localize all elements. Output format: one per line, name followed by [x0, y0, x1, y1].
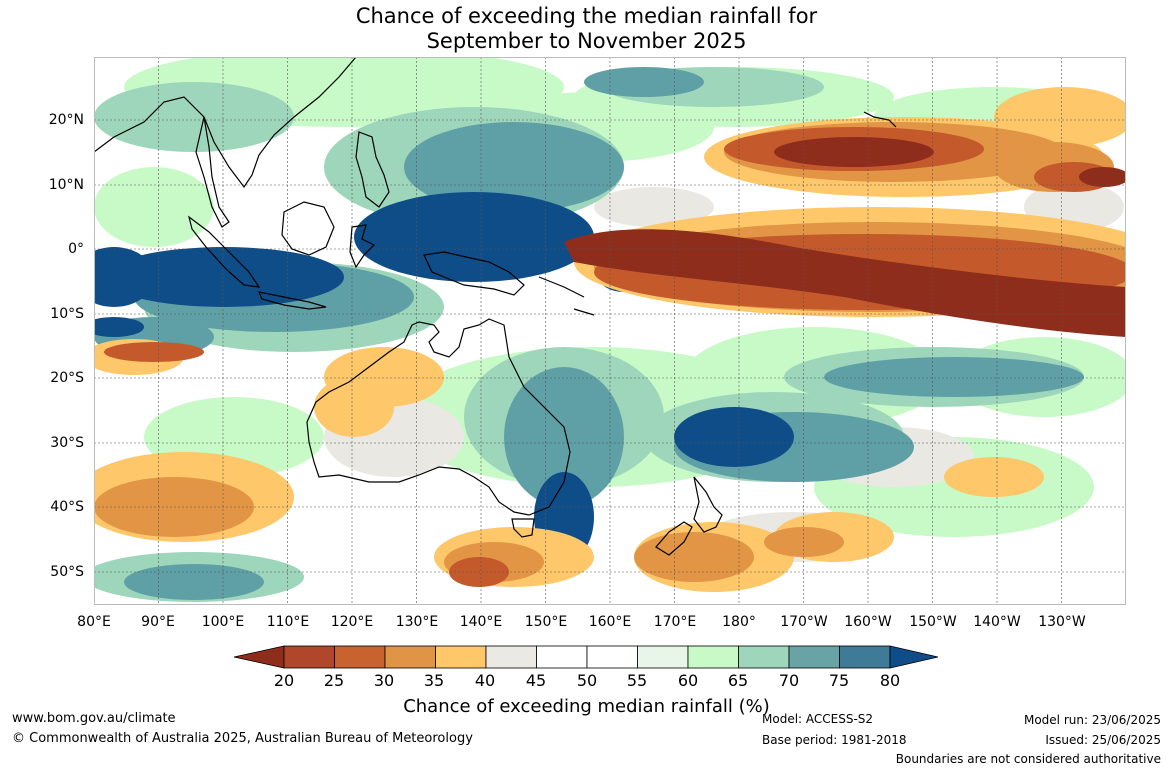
colorbar-swatch: [334, 645, 386, 669]
colorbar-label: 25: [323, 671, 345, 690]
new-guinea-coast: [423, 251, 525, 296]
colorbar-label: 30: [373, 671, 395, 690]
model-name: Model: ACCESS-S2: [762, 712, 874, 726]
x-tick-label: 130°W: [1038, 614, 1086, 630]
colorbar-title: Chance of exceeding median rainfall (%): [403, 696, 770, 717]
colorbar-swatch: [384, 645, 436, 669]
colorbar-swatch: [485, 645, 537, 669]
colorbar-label: 50: [576, 671, 598, 690]
y-tick-label: 20°N: [48, 112, 84, 128]
x-tick-label: 170°W: [780, 614, 828, 630]
x-tick-label: 180°: [722, 614, 756, 630]
very-dry-patches: [564, 137, 1126, 337]
boundary-disclaimer: Boundaries are not considered authoritat…: [895, 752, 1161, 766]
java-coast: [257, 291, 327, 310]
australia-coast: [306, 318, 571, 516]
asia-mainland-coast: [94, 57, 357, 189]
colorbar-label: 75: [828, 671, 850, 690]
colorbar-label: 70: [778, 671, 800, 690]
colorbar-swatch: [788, 645, 840, 669]
x-tick-label: 160°W: [844, 614, 892, 630]
x-tick-label: 160°E: [588, 614, 632, 630]
colorbar-label: 55: [626, 671, 648, 690]
title-line-2: September to November 2025: [426, 29, 747, 53]
colorbar-swatch: [738, 645, 790, 669]
y-tick-label: 0°: [68, 241, 84, 257]
very-wet-patches: [94, 192, 794, 562]
colorbar-label: 80: [879, 671, 901, 690]
x-tick-label: 140°E: [459, 614, 503, 630]
solomon-islands: [538, 276, 595, 316]
x-tick-label: 120°E: [330, 614, 374, 630]
x-tick-label: 140°W: [973, 614, 1021, 630]
map-frame: [94, 57, 1126, 605]
website-link[interactable]: www.bom.gov.au/climate: [12, 711, 176, 726]
x-tick-label: 80°E: [77, 614, 111, 630]
x-tick-label: 150°W: [909, 614, 957, 630]
colorbar-label: 20: [273, 671, 295, 690]
philippines-coast: [355, 131, 390, 208]
base-period: Base period: 1981-2018: [762, 733, 907, 747]
colorbar-swatch: [586, 645, 638, 669]
y-tick-label: 10°N: [48, 177, 84, 193]
sumatra-coast: [188, 215, 261, 288]
colorbar-label: 45: [525, 671, 547, 690]
x-tick-label: 170°E: [653, 614, 697, 630]
colorbar-swatch: [687, 645, 739, 669]
new-zealand-south: [655, 521, 693, 556]
colorbar-high-arrow: [889, 645, 939, 669]
colorbar: [233, 645, 939, 669]
x-tick-label: 150°E: [524, 614, 568, 630]
y-tick-label: 20°S: [50, 370, 84, 386]
copyright-text: © Commonwealth of Australia 2025, Austra…: [12, 731, 473, 746]
colorbar-label: 60: [677, 671, 699, 690]
colorbar-swatch: [536, 645, 588, 669]
rainfall-map: [94, 57, 1126, 605]
chart-title: Chance of exceeding the median rainfall …: [0, 4, 1173, 54]
issued-date: Issued: 25/06/2025: [1045, 733, 1161, 747]
title-line-1: Chance of exceeding the median rainfall …: [355, 4, 818, 28]
colorbar-low-arrow: [233, 645, 285, 669]
model-run-date: Model run: 23/06/2025: [1023, 713, 1161, 727]
x-tick-label: 90°E: [141, 614, 175, 630]
new-zealand-north: [693, 476, 723, 533]
colorbar-swatch: [283, 645, 335, 669]
x-tick-label: 130°E: [395, 614, 439, 630]
borneo-coast: [281, 201, 335, 256]
colorbar-label: 65: [727, 671, 749, 690]
hawaii-islands: [863, 111, 897, 128]
y-tick-label: 40°S: [50, 499, 84, 515]
colorbar-cells: [283, 645, 891, 669]
colorbar-label: 40: [474, 671, 496, 690]
colorbar-swatch: [839, 645, 891, 669]
colorbar-swatch: [435, 645, 487, 669]
colorbar-label: 35: [423, 671, 445, 690]
y-tick-label: 10°S: [50, 306, 84, 322]
graticule: [94, 57, 1126, 605]
tasmania-coast: [511, 518, 535, 538]
malay-peninsula: [195, 116, 230, 228]
sulawesi-coast: [349, 224, 376, 269]
colorbar-swatch: [637, 645, 689, 669]
x-tick-label: 110°E: [266, 614, 310, 630]
coastlines: [94, 57, 897, 556]
y-tick-label: 50°S: [50, 564, 84, 580]
x-tick-label: 100°E: [201, 614, 245, 630]
y-tick-label: 30°S: [50, 435, 84, 451]
